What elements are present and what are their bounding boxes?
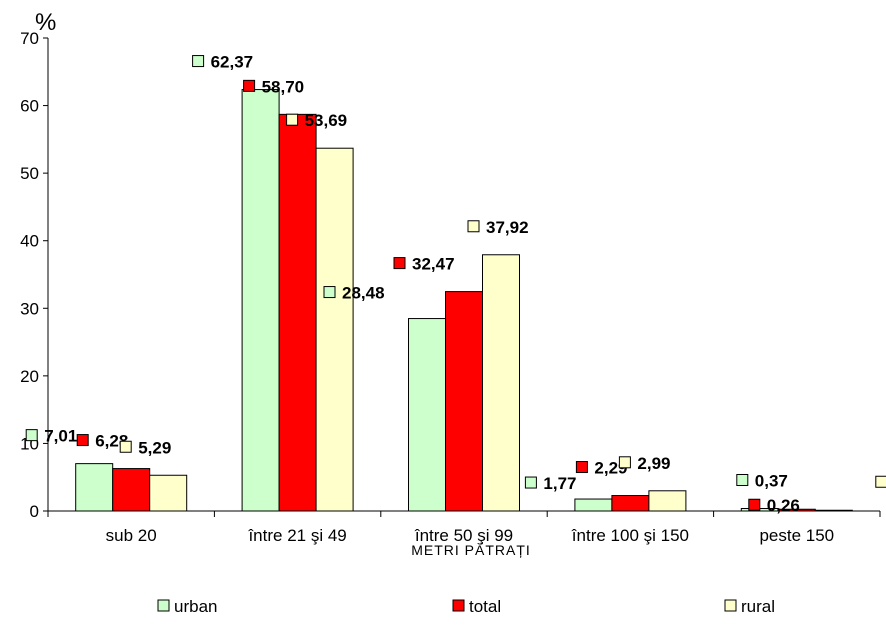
x-axis-title: METRI PĂTRAȚI	[411, 542, 531, 558]
data-label-marker	[875, 475, 886, 488]
data-label-marker	[243, 79, 256, 92]
data-labels: 7,01 6,28 5,2962,3758,7053,6928,4832,4737,…	[25, 53, 886, 515]
data-label: 5,29	[138, 438, 171, 457]
data-label-marker	[524, 476, 537, 489]
legend-swatch-rural	[724, 599, 737, 612]
data-label-marker	[286, 113, 299, 126]
data-label: 0,37	[755, 471, 788, 490]
x-tick-label: între 50 şi 99	[414, 526, 513, 545]
data-label-marker	[467, 220, 480, 233]
data-label: 1,77	[543, 474, 576, 493]
data-label-marker	[393, 257, 406, 270]
bar-rural	[648, 490, 687, 512]
bar-total	[112, 468, 151, 512]
data-label-marker	[748, 498, 761, 511]
x-axis: sub 20 între 21 şi 49 între 50 şi 99 între …	[47, 510, 881, 545]
bar-urban	[241, 89, 280, 512]
legend-label-urban: urban	[174, 597, 217, 616]
legend: urban total rural	[157, 597, 775, 616]
y-tick-label: 20	[20, 367, 39, 386]
bar-rural	[149, 474, 188, 512]
y-tick-label: 30	[20, 299, 39, 318]
data-label: 7,01	[44, 427, 77, 446]
data-label-marker	[192, 55, 205, 68]
data-label: 2,99	[637, 454, 670, 473]
legend-swatch-total	[452, 599, 465, 612]
bar-rural	[814, 509, 853, 512]
legend-label-rural: rural	[741, 597, 775, 616]
y-tick-label: 60	[20, 97, 39, 116]
data-label: 28,48	[342, 284, 385, 303]
bar-total	[611, 495, 650, 512]
data-label: 58,70	[262, 77, 305, 96]
x-tick-label: între 100 şi 150	[571, 526, 689, 545]
data-label-marker	[119, 440, 132, 453]
y-unit-label: %	[35, 9, 56, 36]
bar-rural	[482, 254, 520, 512]
y-tick-label: 40	[20, 232, 39, 251]
y-tick-label: 0	[30, 502, 39, 521]
data-label: 37,92	[486, 218, 529, 237]
data-label: 62,37	[211, 53, 254, 72]
x-tick-label: peste 150	[759, 526, 834, 545]
data-label: 53,69	[305, 111, 348, 130]
data-label-marker	[736, 473, 749, 486]
bars	[75, 89, 853, 512]
data-label-marker	[323, 286, 336, 299]
y-tick-label: 70	[20, 29, 39, 48]
y-tick-label: 50	[20, 164, 39, 183]
bar-total	[278, 113, 317, 512]
bar-urban	[408, 318, 446, 512]
x-tick-label: sub 20	[106, 526, 157, 545]
data-label-marker	[575, 461, 588, 474]
legend-swatch-urban	[157, 599, 170, 612]
bar-urban	[75, 463, 114, 512]
data-label-marker	[76, 434, 89, 447]
bar-rural	[315, 147, 354, 512]
bar-total	[445, 291, 483, 512]
data-label: 0,26	[767, 496, 800, 515]
data-label-marker	[25, 429, 38, 442]
data-label: 32,47	[412, 255, 455, 274]
x-tick-label: între 21 şi 49	[247, 526, 346, 545]
data-label-marker	[618, 456, 631, 469]
bar-urban	[574, 498, 613, 512]
legend-label-total: total	[469, 597, 501, 616]
